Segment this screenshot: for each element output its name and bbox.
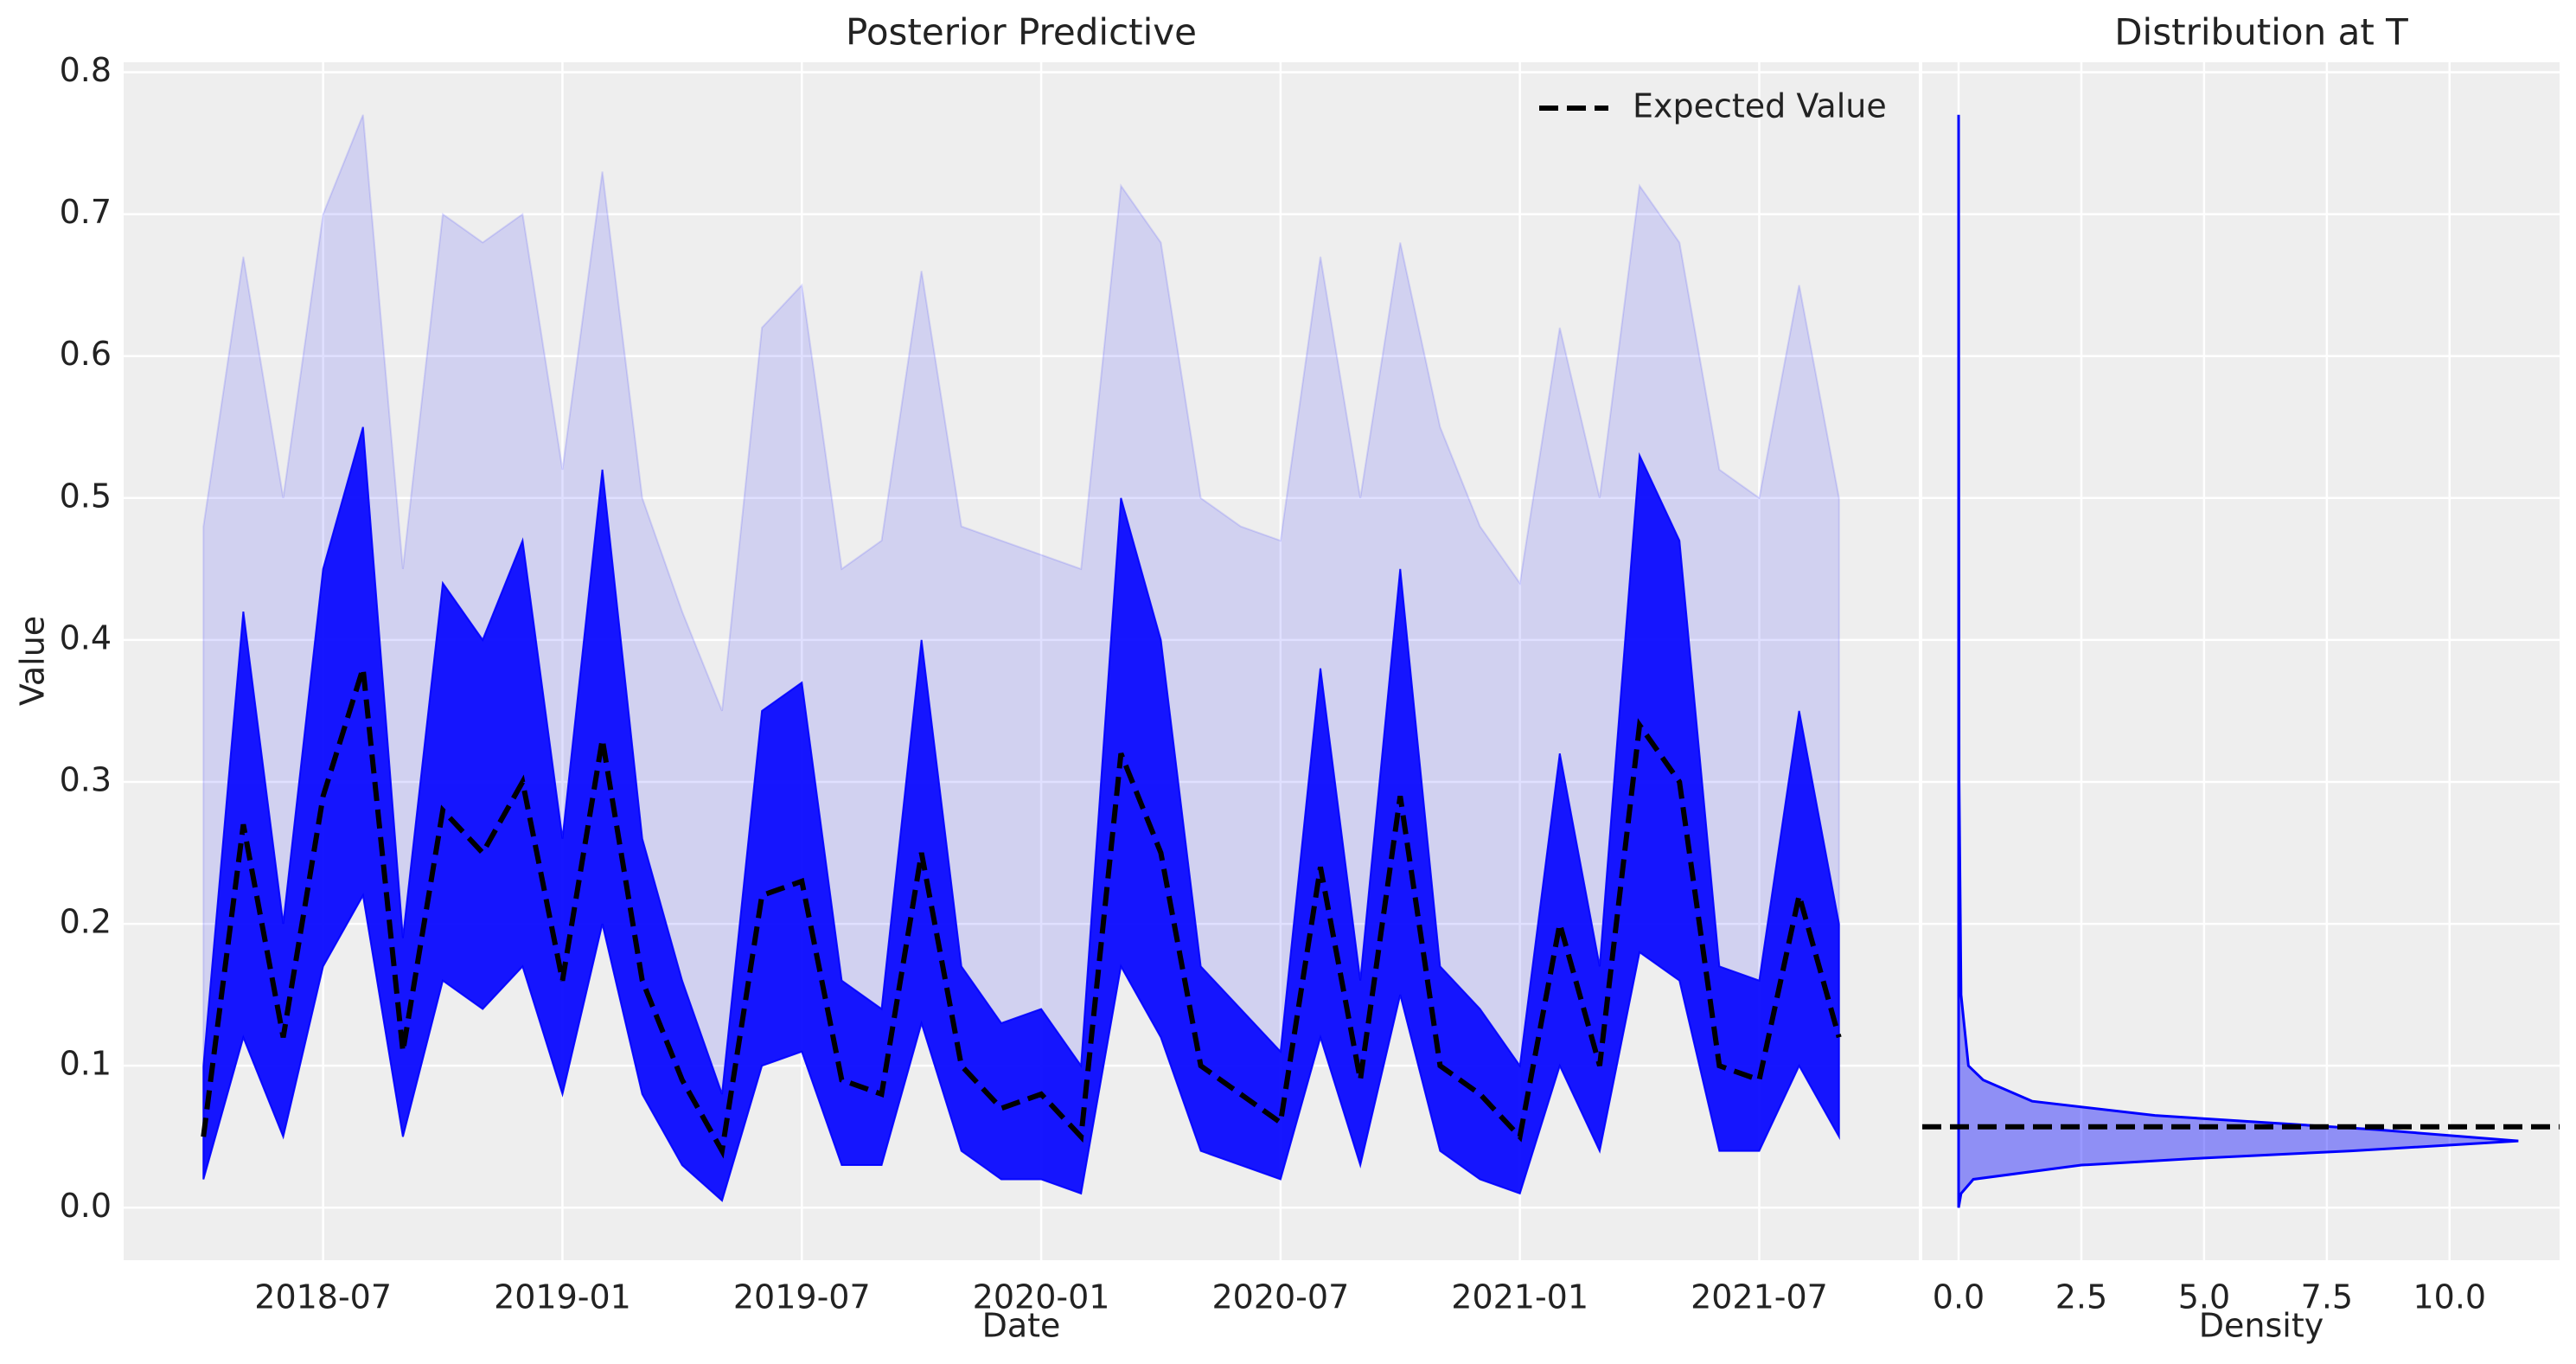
y-tick-label: 0.7 — [60, 193, 112, 231]
y-tick-label: 0.3 — [60, 760, 112, 798]
y-tick-label: 0.8 — [60, 51, 112, 89]
x-tick-label: 2018-07 — [254, 1278, 392, 1316]
y-tick-label: 0.5 — [60, 477, 112, 515]
x-tick-label: 2019-01 — [494, 1278, 631, 1316]
x-axis-label: Date — [982, 1307, 1061, 1345]
density-area — [1957, 114, 2519, 1208]
chart-title: Posterior Predictive — [846, 11, 1197, 54]
y-tick-label: 0.1 — [60, 1045, 112, 1083]
expected-value-line — [201, 667, 1842, 1159]
y-tick-label: 0.2 — [60, 903, 112, 941]
x-axis-label: Density — [2199, 1307, 2324, 1345]
x-tick-label: 0.0 — [1933, 1278, 1985, 1316]
x-tick-label: 10.0 — [2413, 1278, 2487, 1316]
x-tick-label: 2.5 — [2055, 1278, 2107, 1316]
y-tick-label: 0.6 — [60, 335, 112, 373]
legend-label: Expected Value — [1633, 87, 1887, 125]
y-axis-label: Value — [14, 616, 52, 706]
x-tick-label: 2020-07 — [1211, 1278, 1349, 1316]
x-tick-label: 7.5 — [2301, 1278, 2353, 1316]
x-tick-label: 2021-01 — [1451, 1278, 1588, 1316]
x-tick-label: 2021-07 — [1691, 1278, 1828, 1316]
x-tick-label: 2019-07 — [733, 1278, 871, 1316]
plot-area — [1922, 62, 2560, 1260]
chart-title: Distribution at T — [2114, 11, 2408, 54]
y-tick-label: 0.0 — [60, 1187, 112, 1225]
x-tick-label: 2020-01 — [973, 1278, 1110, 1316]
x-tick-label: 5.0 — [2178, 1278, 2230, 1316]
y-tick-label: 0.4 — [60, 618, 112, 656]
